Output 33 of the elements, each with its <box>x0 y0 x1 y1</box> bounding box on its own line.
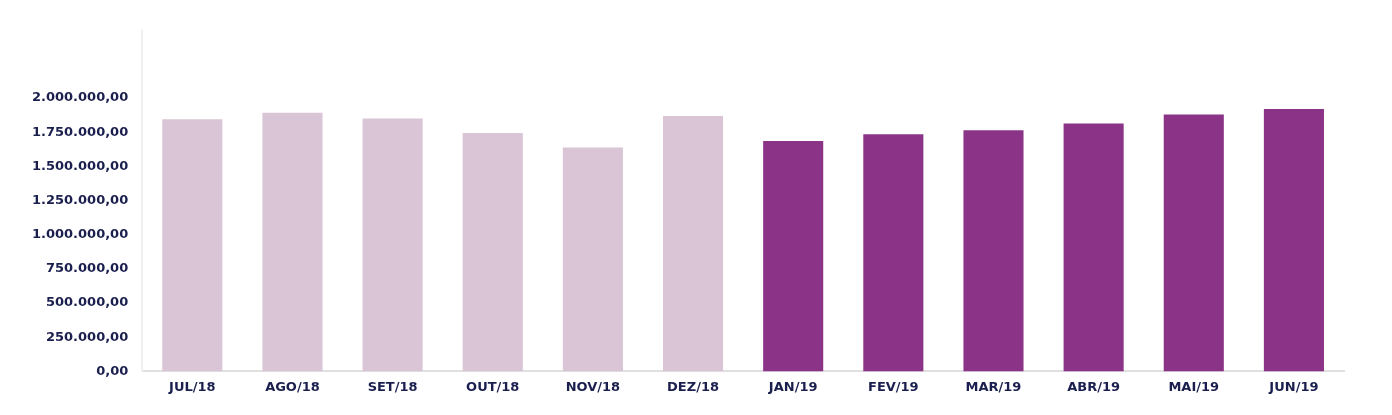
y-tick-label: 250.000,00 <box>45 328 129 344</box>
x-tick-label: JUN/19 <box>1268 378 1319 394</box>
y-tick-label: 1.500.000,00 <box>31 157 129 173</box>
bar <box>362 118 423 372</box>
bar <box>1263 108 1324 372</box>
y-tick-label: 500.000,00 <box>45 294 129 310</box>
bar <box>662 116 724 372</box>
x-tick-label: MAI/19 <box>1168 378 1220 394</box>
bar <box>863 134 924 372</box>
bar <box>1063 123 1124 372</box>
y-tick-label: 1.250.000,00 <box>31 191 129 207</box>
y-tick-label: 2.000.000,00 <box>31 89 129 105</box>
x-tick-label: SET/18 <box>367 378 418 394</box>
x-tick-label: ABR/19 <box>1067 378 1121 394</box>
y-tick-label: 0,00 <box>96 362 129 378</box>
bar <box>763 141 824 372</box>
x-tick-label: FEV/19 <box>868 378 919 394</box>
y-tick-label: 750.000,00 <box>45 260 129 276</box>
x-tick-label: JUL/18 <box>168 378 216 394</box>
x-tick-label: NOV/18 <box>565 378 621 394</box>
bar <box>963 130 1024 372</box>
y-tick-label: 1.000.000,00 <box>31 226 129 242</box>
bar <box>162 119 223 372</box>
x-tick-label: MAR/19 <box>965 378 1022 394</box>
x-tick-label: AGO/18 <box>265 378 320 394</box>
x-tick-label: OUT/18 <box>466 378 520 394</box>
bar <box>1163 114 1224 372</box>
bar <box>262 112 323 372</box>
x-tick-label: JAN/19 <box>767 378 818 394</box>
x-tick-label: DEZ/18 <box>667 378 720 394</box>
bar <box>562 147 623 372</box>
bar <box>462 132 523 372</box>
y-tick-label: 1.750.000,00 <box>31 123 129 139</box>
